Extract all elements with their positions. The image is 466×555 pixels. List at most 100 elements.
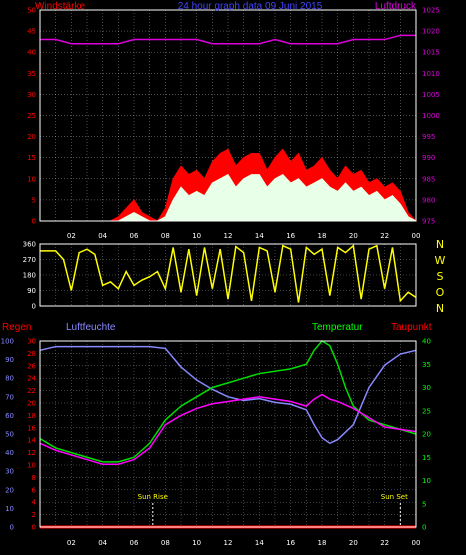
humidity-tick-label: 40: [5, 449, 14, 457]
y-tick-label: 10: [27, 175, 36, 183]
rain-tick-label: 2: [32, 511, 36, 519]
direction-line: [40, 244, 417, 303]
sunset-label: Sun Set: [381, 493, 408, 501]
humidity-tick-label: 90: [5, 356, 14, 364]
rain-tick-label: 16: [27, 424, 36, 432]
y-tick-label: 45: [27, 28, 36, 36]
humidity-tick-label: 0: [10, 524, 14, 532]
x-tick-label: 02: [67, 539, 76, 547]
rain-tick-label: 24: [27, 375, 36, 383]
x-tick-label: 16: [286, 539, 295, 547]
x-tick-label: 16: [286, 232, 295, 240]
y-right-tick-label: 1000: [422, 112, 440, 120]
humidity-tick-label: 50: [5, 431, 14, 439]
x-tick-label: 14: [255, 539, 264, 547]
compass-label: W: [435, 254, 446, 267]
y-right-tick-label: 1010: [422, 70, 440, 78]
y-tick-label: 90: [27, 287, 36, 295]
temp-tick-label: 5: [422, 500, 426, 508]
humidity-tick-label: 10: [5, 505, 14, 513]
x-tick-label: 14: [255, 232, 264, 240]
x-tick-label: 06: [130, 539, 139, 547]
wind-panel: 0510152025303540455097598098599099510001…: [27, 1, 440, 240]
rain-tick-label: 0: [32, 524, 36, 532]
humidity-label: Luftfeuchte: [66, 322, 116, 333]
y-tick-label: 0: [32, 303, 36, 311]
compass-label: N: [436, 238, 444, 251]
rain-tick-label: 6: [32, 486, 37, 494]
series-luftfeuchte: [39, 345, 417, 445]
wind-left-label: Windstärke: [35, 1, 85, 12]
pressure-line: [40, 34, 416, 45]
compass-label: N: [436, 302, 444, 315]
rain-tick-label: 22: [27, 387, 36, 395]
y-tick-label: 5: [32, 196, 36, 204]
x-tick-label: 18: [318, 539, 327, 547]
temp-tick-label: 30: [422, 384, 431, 392]
y-right-tick-label: 980: [422, 196, 435, 204]
chart-title: 24 hour graph data 09 Juni 2015: [178, 1, 323, 12]
y-right-tick-label: 985: [422, 175, 435, 183]
temperature-label: Temperatur: [312, 322, 363, 333]
x-tick-label: 00: [412, 232, 421, 240]
temp-tick-label: 10: [422, 477, 431, 485]
x-tick-label: 08: [161, 539, 170, 547]
y-tick-label: 270: [23, 256, 36, 264]
rain-tick-label: 10: [27, 462, 36, 470]
y-right-tick-label: 995: [422, 133, 435, 141]
y-tick-label: 180: [23, 272, 36, 280]
rain-tick-label: 28: [27, 350, 36, 358]
x-tick-label: 04: [98, 539, 107, 547]
y-tick-label: 35: [27, 70, 36, 78]
y-tick-label: 30: [27, 91, 36, 99]
temp-tick-label: 35: [422, 361, 431, 369]
sunrise-label: Sun Rise: [138, 493, 168, 501]
compass-label: O: [436, 286, 445, 299]
rain-tick-label: 26: [27, 362, 36, 370]
humidity-tick-label: 20: [5, 486, 14, 494]
x-tick-label: 06: [130, 232, 139, 240]
temp-tick-label: 0: [422, 524, 426, 532]
x-tick-label: 20: [349, 539, 358, 547]
y-tick-label: 25: [27, 112, 36, 120]
y-tick-label: 20: [27, 133, 36, 141]
wind-right-label: Luftdruck: [375, 1, 417, 12]
y-right-tick-label: 1015: [422, 49, 440, 57]
x-tick-label: 10: [192, 539, 201, 547]
temp-tick-label: 40: [422, 338, 431, 346]
y-tick-label: 40: [27, 49, 36, 57]
x-tick-label: 04: [98, 232, 107, 240]
x-tick-label: 00: [412, 539, 421, 547]
rain-tick-label: 8: [32, 474, 36, 482]
y-right-tick-label: 975: [422, 218, 435, 226]
compass-label: S: [437, 270, 444, 283]
humidity-tick-label: 70: [5, 393, 14, 401]
direction-frame: [39, 243, 417, 307]
x-tick-label: 12: [224, 232, 233, 240]
wind-mean-area: [40, 173, 417, 222]
temp-tick-label: 25: [422, 407, 431, 415]
y-tick-label: 50: [27, 7, 36, 15]
y-tick-label: 15: [27, 154, 36, 162]
humidity-tick-label: 100: [1, 338, 14, 346]
x-tick-label: 20: [349, 232, 358, 240]
x-tick-label: 02: [67, 232, 76, 240]
series-temperatur: [39, 340, 417, 463]
x-tick-label: 22: [380, 232, 389, 240]
temperature-frame: [39, 340, 417, 528]
y-right-tick-label: 1025: [422, 7, 440, 15]
humidity-tick-label: 60: [5, 412, 14, 420]
y-right-tick-label: 990: [422, 154, 435, 162]
x-tick-label: 10: [192, 232, 201, 240]
rain-tick-label: 4: [32, 499, 37, 507]
humidity-tick-label: 80: [5, 375, 14, 383]
x-tick-label: 22: [380, 539, 389, 547]
y-right-tick-label: 1020: [422, 28, 440, 36]
rain-tick-label: 20: [27, 400, 36, 408]
y-tick-label: 0: [32, 218, 36, 226]
dewpoint-label: Taupunkt: [391, 322, 432, 333]
temp-tick-label: 20: [422, 431, 431, 439]
y-right-tick-label: 1005: [422, 91, 440, 99]
